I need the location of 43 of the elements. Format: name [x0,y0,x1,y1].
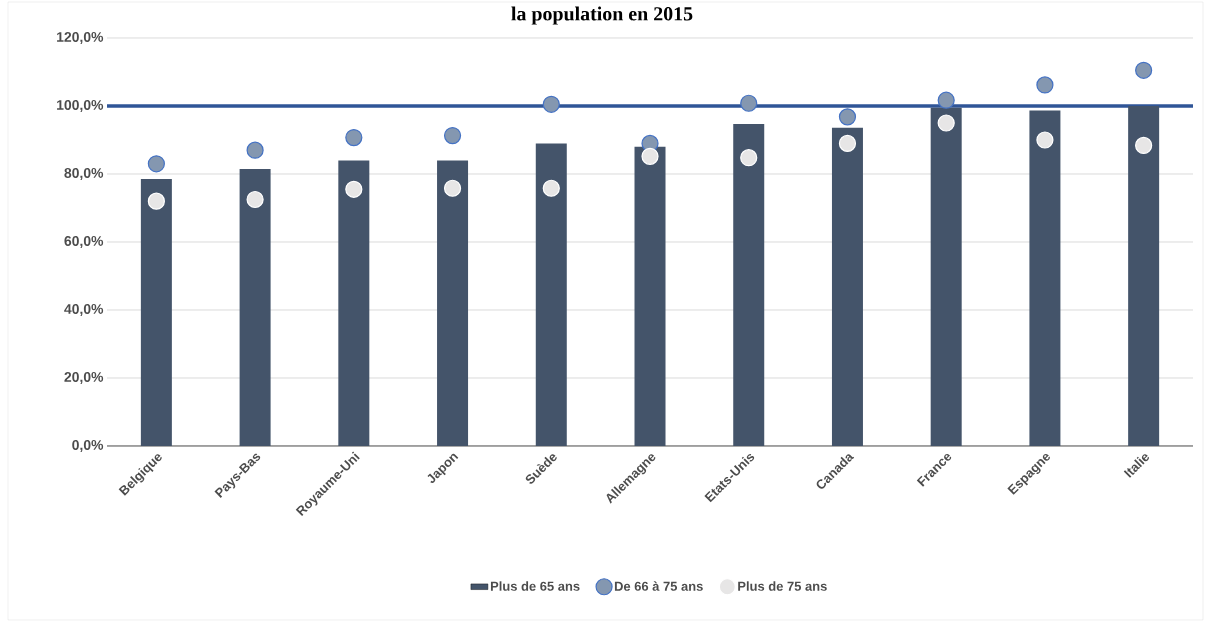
point [740,94,758,112]
legend-label: Plus de 65 ans [490,581,580,591]
bar [338,160,370,446]
bar [1029,110,1061,446]
point [542,95,560,113]
y-tick-label: 60,0% [64,236,104,248]
point [542,179,560,197]
point [345,180,363,198]
point [1135,61,1153,79]
bar [140,179,172,446]
bar [634,146,666,446]
legend-label: De 66 à 75 ans [614,581,703,591]
point [147,192,165,210]
chart-title: la population en 2015 [511,6,693,25]
legend-label: Plus de 75 ans [738,581,827,591]
bar [1128,105,1160,446]
point [740,149,758,167]
bar [535,143,567,446]
y-tick-label: 100,0% [57,100,104,112]
point [246,141,264,159]
point [345,129,363,147]
point [641,147,659,165]
point [1135,136,1153,155]
point [1036,131,1054,149]
bar [831,127,863,446]
bar [930,107,962,446]
point [443,179,462,197]
point [937,91,955,109]
y-tick-label: 120,0% [57,32,104,44]
point [937,114,955,132]
point [246,190,264,209]
point [443,126,462,145]
bar [239,168,271,446]
point [147,155,165,173]
y-tick-label: 80,0% [64,168,104,180]
y-tick-label: 20,0% [64,372,104,384]
bar [437,160,469,446]
point [838,108,857,126]
point [1036,76,1054,94]
point [838,134,857,152]
y-tick-label: 0,0% [72,440,104,452]
y-tick-label: 40,0% [64,304,104,316]
bar [733,124,765,446]
